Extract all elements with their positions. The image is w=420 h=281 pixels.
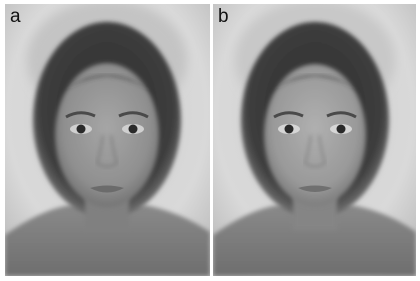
figure: a b xyxy=(0,0,420,281)
panel-label: b xyxy=(218,6,229,27)
face-photo xyxy=(5,0,210,276)
face-photo xyxy=(213,0,416,276)
panel-label: a xyxy=(10,6,21,27)
